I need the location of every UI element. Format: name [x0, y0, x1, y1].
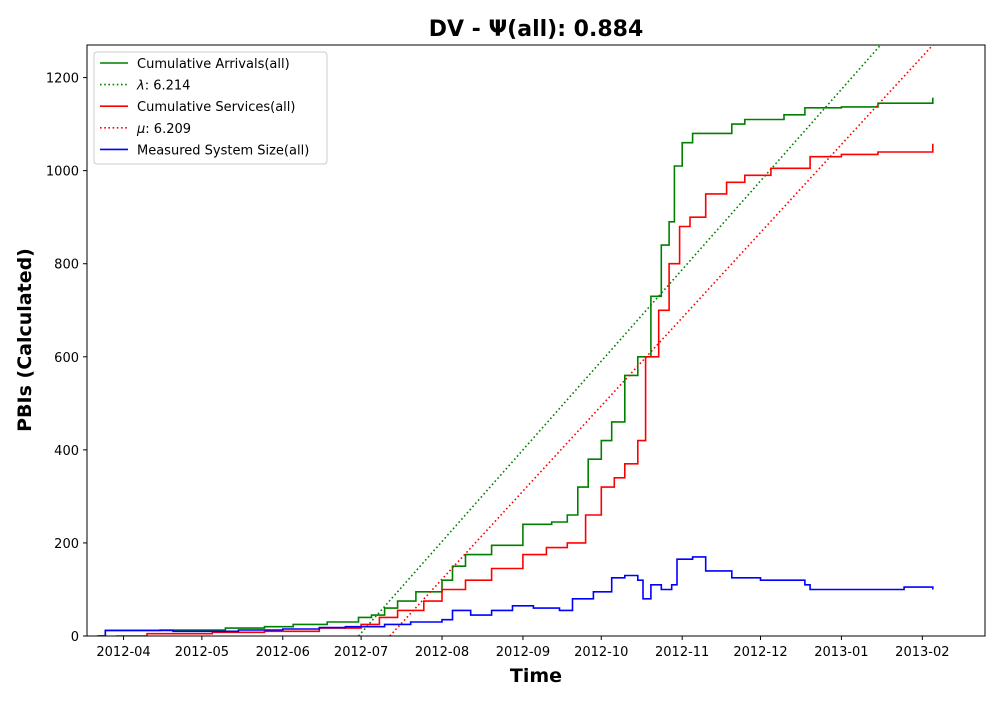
x-axis-label: Time [510, 665, 562, 687]
series-line-3 [389, 45, 934, 636]
x-tick-label: 2012-06 [256, 645, 310, 660]
x-tick-label: 2012-09 [496, 645, 550, 660]
legend-label-4: Measured System Size(all) [137, 143, 309, 158]
x-tick-label: 2012-05 [175, 645, 229, 660]
x-tick-label: 2012-12 [733, 645, 787, 660]
x-tick-label: 2012-11 [655, 645, 709, 660]
series-line-0 [97, 97, 934, 636]
x-tick-label: 2013-02 [895, 645, 949, 660]
legend-label-0: Cumulative Arrivals(all) [137, 57, 290, 72]
x-tick-label: 2012-04 [96, 645, 150, 660]
y-tick-label: 800 [54, 258, 79, 273]
series-line-2 [115, 143, 934, 636]
y-tick-label: 200 [54, 537, 79, 552]
chart-title: DV - Ψ(all): 0.884 [429, 17, 644, 42]
x-tick-label: 2013-01 [814, 645, 868, 660]
y-tick-label: 0 [71, 630, 79, 645]
x-tick-label: 2012-07 [334, 645, 388, 660]
legend-label-2: Cumulative Services(all) [137, 100, 295, 115]
y-tick-label: 1000 [46, 165, 79, 180]
series-line-4 [97, 556, 934, 636]
x-tick-label: 2012-10 [574, 645, 628, 660]
y-tick-label: 400 [54, 444, 79, 459]
legend-label-1: λ: 6.214 [136, 79, 190, 94]
legend-label-3: μ: 6.209 [136, 122, 191, 137]
y-tick-label: 1200 [46, 72, 79, 87]
plot-frame [86, 44, 986, 637]
legend-box [93, 51, 328, 165]
y-tick-label: 600 [54, 351, 79, 366]
y-axis-label: PBIs (Calculated) [14, 248, 36, 432]
series-line-1 [357, 45, 882, 636]
x-tick-label: 2012-08 [415, 645, 469, 660]
